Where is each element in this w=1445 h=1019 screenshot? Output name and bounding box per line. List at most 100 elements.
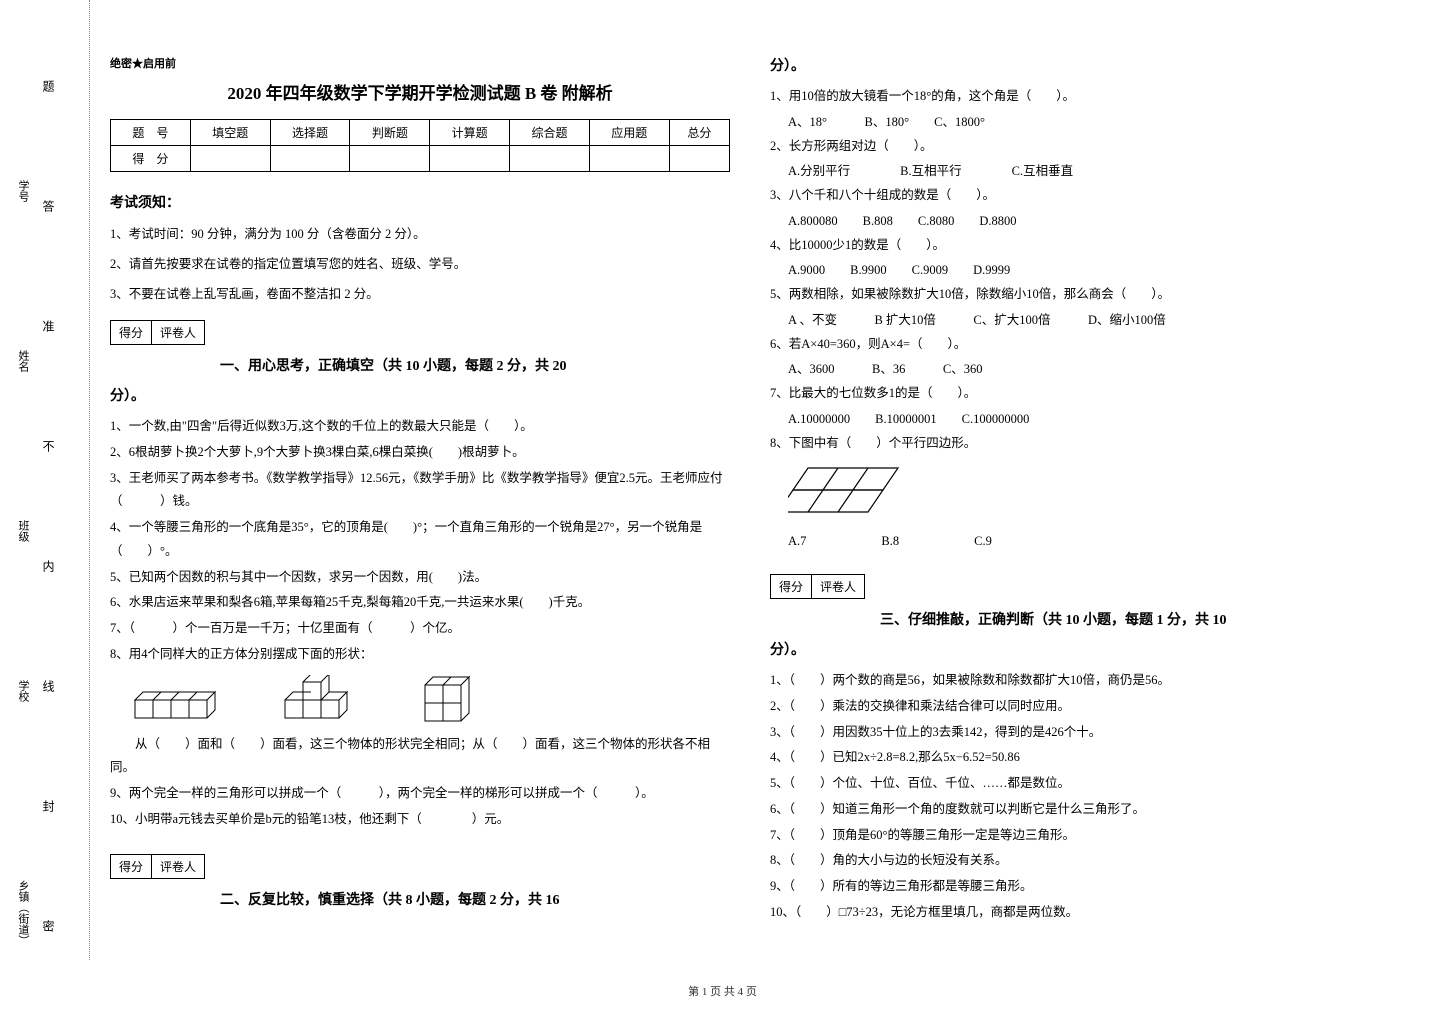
th-4: 计算题 xyxy=(430,120,510,146)
s1-q4: 4、一个等腰三角形的一个底角是35°，它的顶角是( )°；一个直角三角形的一个锐… xyxy=(110,516,730,564)
cut-label-2: 线 xyxy=(40,680,57,692)
s1-q6: 6、水果店运来苹果和梨各6箱,苹果每箱25千克,梨每箱20千克,一共运来水果( … xyxy=(110,591,730,615)
th-6: 应用题 xyxy=(589,120,669,146)
notice-list: 1、考试时间：90 分钟，满分为 100 分（含卷面分 2 分）。 2、请首先按… xyxy=(110,224,730,304)
cut-label-1: 封 xyxy=(40,800,57,812)
s2-q1-opts: A、18° B、180° C、1800° xyxy=(770,111,1390,135)
section1-score-box: 得分 评卷人 xyxy=(110,320,205,345)
s2-q2: 2、长方形两组对边（ ）。 xyxy=(770,135,1390,159)
cell-blank xyxy=(270,146,350,172)
binding-field-2: 班级 xyxy=(15,520,31,542)
s1-q8-tail: 从（ ）面和（ ）面看，这三个物体的形状完全相同；从（ ）面看，这三个物体的形状… xyxy=(110,733,730,781)
score-label: 得分 xyxy=(111,855,152,878)
cell-blank xyxy=(430,146,510,172)
s2-q2-opts: A.分别平行 B.互相平行 C.互相垂直 xyxy=(770,160,1390,184)
page-content: 绝密★启用前 2020 年四年级数学下学期开学检测试题 B 卷 附解析 题 号 … xyxy=(110,55,1410,927)
s3-q7: 7、（ ）顶角是60°的等腰三角形一定是等边三角形。 xyxy=(770,824,1390,848)
s2-q1: 1、用10倍的放大镜看一个18°的角，这个角是（ ）。 xyxy=(770,85,1390,109)
score-label: 得分 xyxy=(111,321,152,344)
section1-title: 一、用心思考，正确填空（共 10 小题，每题 2 分，共 20 xyxy=(220,355,730,375)
s1-q2: 2、6根胡萝卜换2个大萝卜,9个大萝卜换3棵白菜,6棵白菜换( )根胡萝卜。 xyxy=(110,441,730,465)
binding-margin: 乡镇（街道） 学校 班级 姓名 学号 密 封 线 内 不 准 答 题 xyxy=(0,0,90,960)
shape-3-icon xyxy=(420,675,490,725)
section1-subtitle: 分）。 xyxy=(110,385,730,405)
row-label: 得 分 xyxy=(111,146,191,172)
shape-2-icon xyxy=(280,675,370,720)
cut-label-5: 准 xyxy=(40,320,57,332)
cut-label-3: 内 xyxy=(40,560,57,572)
s2-q4-opts: A.9000 B.9900 C.9009 D.9999 xyxy=(770,259,1390,283)
right-column: 分）。 1、用10倍的放大镜看一个18°的角，这个角是（ ）。 A、18° B、… xyxy=(770,55,1390,927)
notice-item: 3、不要在试卷上乱写乱画，卷面不整洁扣 2 分。 xyxy=(110,284,730,304)
cut-label-4: 不 xyxy=(40,440,57,452)
left-column: 绝密★启用前 2020 年四年级数学下学期开学检测试题 B 卷 附解析 题 号 … xyxy=(110,55,730,927)
s2-q8-opts: A.7 B.8 C.9 xyxy=(770,530,1390,554)
s2-q4: 4、比10000少1的数是（ ）。 xyxy=(770,234,1390,258)
cut-label-7: 题 xyxy=(40,80,57,92)
section3-score-box: 得分 评卷人 xyxy=(770,574,865,599)
section3-subtitle: 分）。 xyxy=(770,639,1390,659)
shape-1-icon xyxy=(130,675,230,720)
s2-q3: 3、八个千和八个十组成的数是（ ）。 xyxy=(770,184,1390,208)
cell-blank xyxy=(350,146,430,172)
s1-q1: 1、一个数,由"四舍"后得近似数3万,这个数的千位上的数最大只能是（ ）。 xyxy=(110,415,730,439)
th-7: 总分 xyxy=(669,120,729,146)
notice-title: 考试须知： xyxy=(110,192,730,212)
s3-q9: 9、（ ）所有的等边三角形都是等腰三角形。 xyxy=(770,875,1390,899)
s2-q5: 5、两数相除，如果被除数扩大10倍，除数缩小10倍，那么商会（ ）。 xyxy=(770,283,1390,307)
s3-q8: 8、（ ）角的大小与边的长短没有关系。 xyxy=(770,849,1390,873)
s3-q3: 3、（ ）用因数35十位上的3去乘142，得到的是426个十。 xyxy=(770,721,1390,745)
main-title: 2020 年四年级数学下学期开学检测试题 B 卷 附解析 xyxy=(110,79,730,104)
binding-field-1: 学校 xyxy=(15,680,31,702)
cut-label-6: 答 xyxy=(40,200,57,212)
cube-shapes xyxy=(130,675,730,725)
s2-q5-opts: A 、不变 B 扩大10倍 C、扩大100倍 D、缩小100倍 xyxy=(770,309,1390,333)
s2-q7-opts: A.10000000 B.10000001 C.100000000 xyxy=(770,408,1390,432)
binding-field-3: 姓名 xyxy=(15,350,31,372)
s2-q8: 8、下图中有（ ）个平行四边形。 xyxy=(770,432,1390,456)
s3-q2: 2、（ ）乘法的交换律和乘法结合律可以同时应用。 xyxy=(770,695,1390,719)
score-table: 题 号 填空题 选择题 判断题 计算题 综合题 应用题 总分 得 分 xyxy=(110,119,730,172)
s3-q10: 10、（ ）□73÷23，无论方框里填几，商都是两位数。 xyxy=(770,901,1390,925)
s3-q1: 1、（ ）两个数的商是56，如果被除数和除数都扩大10倍，商仍是56。 xyxy=(770,669,1390,693)
th-1: 填空题 xyxy=(190,120,270,146)
cell-blank xyxy=(589,146,669,172)
parallelogram-icon xyxy=(788,463,918,518)
cell-blank xyxy=(669,146,729,172)
th-0: 题 号 xyxy=(111,120,191,146)
s2-q3-opts: A.800080 B.808 C.8080 D.8800 xyxy=(770,210,1390,234)
binding-field-0: 乡镇（街道） xyxy=(15,880,31,946)
s3-q5: 5、（ ）个位、十位、百位、千位、……都是数位。 xyxy=(770,772,1390,796)
s1-q5: 5、已知两个因数的积与其中一个因数，求另一个因数，用( )法。 xyxy=(110,566,730,590)
page-footer: 第 1 页 共 4 页 xyxy=(0,983,1445,999)
s1-q3: 3、王老师买了两本参考书。《数学教学指导》12.56元，《数学手册》比《数学教学… xyxy=(110,467,730,515)
s2-q6-opts: A、3600 B、36 C、360 xyxy=(770,358,1390,382)
th-3: 判断题 xyxy=(350,120,430,146)
score-table-header-row: 题 号 填空题 选择题 判断题 计算题 综合题 应用题 总分 xyxy=(111,120,730,146)
grader-label: 评卷人 xyxy=(152,321,204,344)
s1-q7: 7、（ ）个一百万是一千万；十亿里面有（ ）个亿。 xyxy=(110,617,730,641)
s2-q6: 6、若A×40=360，则A×4=（ ）。 xyxy=(770,333,1390,357)
s3-q4: 4、（ ）已知2x÷2.8=8.2,那么5x−6.52=50.86 xyxy=(770,746,1390,770)
cell-blank xyxy=(510,146,590,172)
section3-title: 三、仔细推敲，正确判断（共 10 小题，每题 1 分，共 10 xyxy=(880,609,1390,629)
cut-label-0: 密 xyxy=(40,920,57,932)
binding-field-4: 学号 xyxy=(15,180,31,202)
section2-subtitle: 分）。 xyxy=(770,55,1390,75)
s1-q10: 10、小明带a元钱去买单价是b元的铅笔13枝，他还剩下（ ）元。 xyxy=(110,808,730,832)
th-5: 综合题 xyxy=(510,120,590,146)
s3-q6: 6、（ ）知道三角形一个角的度数就可以判断它是什么三角形了。 xyxy=(770,798,1390,822)
notice-item: 1、考试时间：90 分钟，满分为 100 分（含卷面分 2 分）。 xyxy=(110,224,730,244)
section2-title: 二、反复比较，慎重选择（共 8 小题，每题 2 分，共 16 xyxy=(220,889,730,909)
s1-q8: 8、用4个同样大的正方体分别摆成下面的形状： xyxy=(110,643,730,667)
score-label: 得分 xyxy=(771,575,812,598)
notice-item: 2、请首先按要求在试卷的指定位置填写您的姓名、班级、学号。 xyxy=(110,254,730,274)
th-2: 选择题 xyxy=(270,120,350,146)
grader-label: 评卷人 xyxy=(812,575,864,598)
parallelogram-figure xyxy=(788,463,1390,522)
s1-q9: 9、两个完全一样的三角形可以拼成一个（ ），两个完全一样的梯形可以拼成一个（ ）… xyxy=(110,782,730,806)
s2-q7: 7、比最大的七位数多1的是（ ）。 xyxy=(770,382,1390,406)
confidential-label: 绝密★启用前 xyxy=(110,55,730,71)
grader-label: 评卷人 xyxy=(152,855,204,878)
section2-score-box: 得分 评卷人 xyxy=(110,854,205,879)
